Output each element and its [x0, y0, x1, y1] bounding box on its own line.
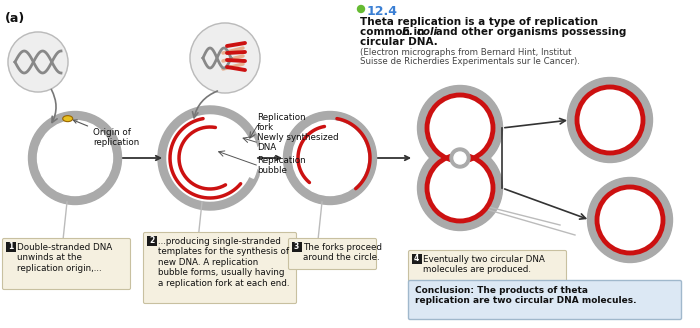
- Circle shape: [29, 112, 122, 204]
- FancyBboxPatch shape: [6, 241, 15, 252]
- Circle shape: [172, 120, 248, 195]
- FancyBboxPatch shape: [409, 280, 682, 319]
- FancyBboxPatch shape: [3, 238, 130, 290]
- FancyBboxPatch shape: [288, 238, 377, 270]
- Text: 4: 4: [414, 254, 419, 263]
- Text: 12.4: 12.4: [367, 5, 398, 18]
- Circle shape: [293, 120, 368, 195]
- FancyBboxPatch shape: [144, 233, 297, 303]
- Text: E. coli: E. coli: [402, 27, 438, 37]
- FancyBboxPatch shape: [412, 254, 421, 263]
- Circle shape: [164, 112, 256, 204]
- Text: Suisse de Richerdies Experimentals sur le Cancer).: Suisse de Richerdies Experimentals sur l…: [360, 57, 580, 66]
- Text: Origin of
replication: Origin of replication: [74, 120, 139, 147]
- Circle shape: [164, 112, 256, 204]
- Text: Double-stranded DNA
unwinds at the
replication origin,...: Double-stranded DNA unwinds at the repli…: [17, 243, 112, 273]
- Circle shape: [450, 148, 470, 168]
- Circle shape: [417, 146, 503, 231]
- Text: and other organisms possessing: and other organisms possessing: [433, 27, 626, 37]
- Text: common in: common in: [360, 27, 428, 37]
- Circle shape: [454, 152, 466, 164]
- Text: ...producing single-stranded
templates for the synthesis of
new DNA. A replicati: ...producing single-stranded templates f…: [158, 237, 290, 288]
- Circle shape: [284, 112, 377, 204]
- Circle shape: [596, 187, 664, 254]
- Text: Theta replication is a type of replication: Theta replication is a type of replicati…: [360, 17, 598, 27]
- Circle shape: [358, 6, 365, 12]
- FancyBboxPatch shape: [291, 241, 302, 252]
- Text: (a): (a): [5, 12, 25, 25]
- Text: Replication
fork: Replication fork: [257, 113, 306, 133]
- Circle shape: [417, 86, 503, 171]
- Text: Newly synthesized
DNA: Newly synthesized DNA: [257, 133, 339, 153]
- Circle shape: [426, 154, 494, 221]
- Circle shape: [577, 87, 643, 154]
- Circle shape: [190, 23, 260, 93]
- Circle shape: [38, 120, 113, 195]
- Text: circular DNA.: circular DNA.: [360, 37, 438, 47]
- Text: (Electron micrographs from Bernard Hint, Institut: (Electron micrographs from Bernard Hint,…: [360, 48, 571, 57]
- FancyBboxPatch shape: [409, 251, 566, 281]
- FancyBboxPatch shape: [146, 236, 157, 245]
- Text: The forks proceed
around the circle.: The forks proceed around the circle.: [303, 243, 382, 262]
- Text: Eventually two circular DNA
molecules are produced.: Eventually two circular DNA molecules ar…: [423, 255, 545, 275]
- Circle shape: [172, 120, 248, 195]
- Text: Conclusion: The products of theta
replication are two circular DNA molecules.: Conclusion: The products of theta replic…: [415, 286, 636, 305]
- Ellipse shape: [63, 116, 73, 122]
- Text: Replication
bubble: Replication bubble: [257, 156, 306, 175]
- Circle shape: [8, 32, 68, 92]
- Text: 2: 2: [149, 236, 154, 245]
- Circle shape: [426, 94, 494, 161]
- Polygon shape: [243, 138, 258, 178]
- Circle shape: [587, 177, 673, 262]
- Text: 3: 3: [294, 242, 299, 251]
- Text: 1: 1: [8, 242, 13, 251]
- Circle shape: [568, 77, 652, 162]
